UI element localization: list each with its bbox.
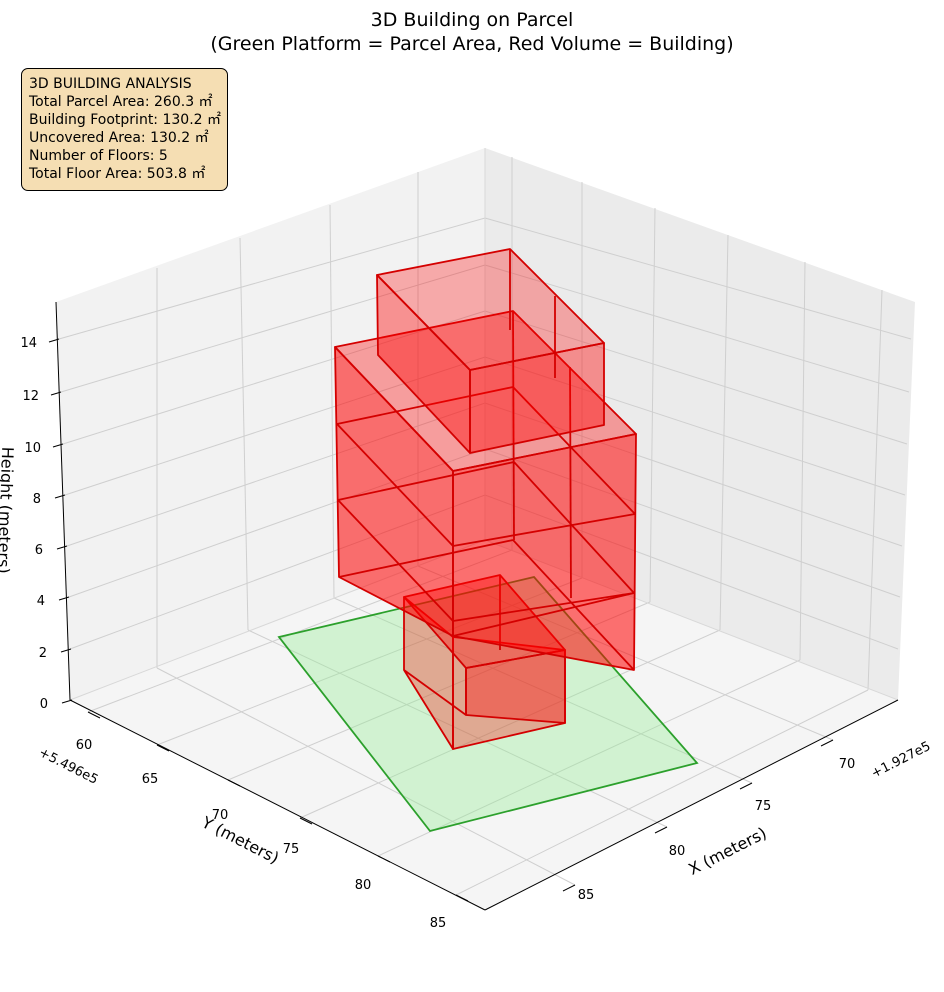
main-floor-line — [337, 499, 454, 622]
x-offset-label: +1.927e5 — [869, 739, 933, 782]
x-tick-75 — [739, 782, 753, 790]
z-tick-label: 8 — [33, 492, 41, 507]
z-tick-labels: 0 2 4 6 8 10 12 14 — [20, 336, 48, 712]
z-tick-label: 0 — [40, 697, 48, 712]
main-inner-edge — [569, 366, 572, 599]
z-tick-label: 6 — [35, 543, 43, 558]
info-total-floor-area: Total Floor Area: 503.8 ㎡ — [29, 166, 206, 182]
z-tick-label: 14 — [20, 336, 37, 351]
y-tick-70 — [227, 779, 241, 787]
x-axis-line — [484, 699, 899, 911]
main-inner-edge — [512, 539, 635, 671]
grid-v-left-2 — [239, 237, 249, 631]
x-tick-70 — [820, 739, 834, 747]
grid-v-right-4 — [719, 234, 729, 631]
z-axis-label: Height (meters) — [0, 446, 17, 574]
main-floor-line — [452, 513, 636, 547]
chart-title-line1: 3D Building on Parcel — [371, 9, 574, 31]
x-tick-label: 75 — [755, 799, 772, 814]
info-box-heading: 3D BUILDING ANALYSIS — [29, 76, 192, 92]
y-ticks — [87, 711, 469, 902]
main-top-face — [334, 310, 637, 472]
main-floor-line — [452, 592, 635, 622]
grid-floor-x-1 — [156, 667, 576, 886]
grid-floor-x-2 — [247, 629, 668, 828]
z-axis-line — [55, 301, 71, 701]
y-axis-line — [69, 699, 486, 911]
grid-floor-y-5 — [377, 659, 801, 857]
y-tick-75 — [299, 817, 313, 825]
ground-block-edge — [403, 669, 467, 716]
grid-v-right-5 — [799, 261, 806, 661]
z-tick-14 — [48, 338, 60, 343]
x-tick-label: 80 — [669, 844, 686, 859]
x-axis-label: X (meters) — [685, 823, 769, 879]
z-tick-label: 10 — [24, 441, 41, 456]
main-floor-line — [336, 423, 454, 547]
main-inner-edge — [512, 310, 515, 541]
main-floor-line — [513, 461, 635, 594]
grid-v-right-3 — [649, 207, 656, 603]
z-tick-4 — [58, 596, 70, 601]
y-tick-80 — [377, 855, 391, 863]
main-floor-line — [337, 461, 515, 501]
building-block-main — [334, 310, 637, 671]
building-block-top — [376, 248, 605, 454]
x-ticks — [562, 739, 834, 892]
floor-pane — [70, 540, 898, 910]
x-tick-80 — [654, 826, 668, 834]
y-axis-label: Y (meters) — [198, 812, 282, 867]
x-tick-label: 70 — [839, 757, 856, 772]
z-ticks — [48, 338, 73, 704]
z-tick-label: 12 — [22, 389, 39, 404]
info-uncovered-area: Uncovered Area: 130.2 ㎡ — [29, 130, 209, 146]
y-tick-label: 65 — [142, 772, 159, 787]
z-tick-label: 2 — [39, 646, 47, 661]
z-tick-10 — [52, 443, 64, 448]
z-tick-0 — [61, 699, 73, 704]
y-tick-label: 70 — [212, 808, 229, 823]
x-tick-label: 85 — [578, 888, 595, 903]
main-floor-line — [512, 386, 636, 515]
x-tick-labels: 70 75 80 85 — [578, 757, 856, 903]
z-tick-label: 4 — [37, 594, 45, 609]
building-volume — [334, 248, 637, 750]
info-number-of-floors: Number of Floors: 5 — [29, 148, 168, 164]
info-total-parcel-area: Total Parcel Area: 260.3 ㎡ — [29, 94, 213, 110]
main-inner-edge — [338, 539, 514, 578]
y-tick-label: 85 — [430, 916, 447, 931]
y-tick-65 — [156, 744, 170, 752]
z-tick-12 — [50, 391, 62, 396]
y-tick-85 — [455, 894, 469, 902]
y-tick-label: 60 — [76, 738, 93, 753]
z-tick-2 — [60, 648, 72, 653]
main-inner-edge — [452, 592, 635, 637]
axis-lines — [55, 301, 899, 911]
y-tick-label: 80 — [355, 878, 372, 893]
analysis-info-box: 3D BUILDING ANALYSIS Total Parcel Area: … — [21, 68, 228, 191]
grid-floor-y-6 — [455, 689, 869, 896]
info-building-footprint: Building Footprint: 130.2 ㎡ — [29, 112, 222, 128]
z-tick-6 — [56, 545, 68, 550]
grid-floor-y-4 — [299, 629, 721, 819]
grid-v-right-6 — [867, 289, 883, 691]
x-tick-85 — [562, 884, 576, 892]
y-tick-label: 75 — [283, 842, 300, 857]
chart-title-line2: (Green Platform = Parcel Area, Red Volum… — [210, 33, 733, 55]
z-tick-8 — [54, 494, 66, 499]
top-roof-face — [376, 248, 605, 371]
grid-v-left-3 — [329, 204, 335, 599]
y-tick-60 — [87, 711, 101, 719]
y-tick-labels: 60 65 70 75 80 85 — [76, 738, 447, 931]
